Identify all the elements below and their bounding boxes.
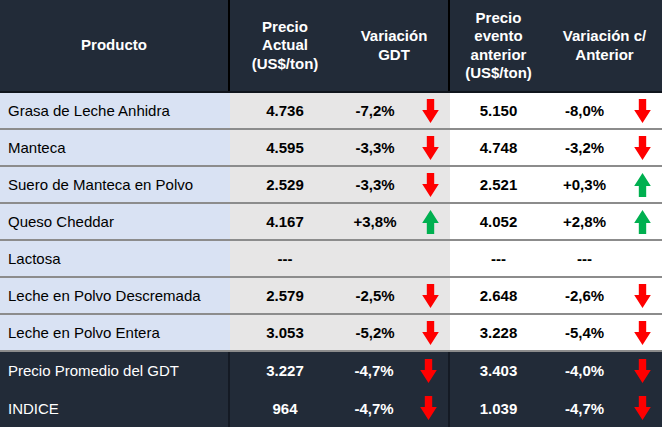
down-arrow-icon bbox=[622, 352, 662, 389]
summary-row-gdt-average: Precio Promedio del GDT 3.227 -4,7% 3.40… bbox=[0, 352, 662, 389]
product-name: Lactosa bbox=[0, 241, 230, 276]
previous-variation-value: -4,7% bbox=[547, 400, 622, 417]
previous-variation-value: --- bbox=[547, 250, 622, 267]
product-name: Queso Cheddar bbox=[0, 204, 230, 239]
product-name: Grasa de Leche Anhidra bbox=[0, 93, 230, 128]
previous-variation-value: +0,3% bbox=[547, 176, 622, 193]
trend-arrow-icon bbox=[410, 241, 450, 276]
previous-variation-value: +2,8% bbox=[547, 213, 622, 230]
previous-variation-value: -5,4% bbox=[547, 324, 622, 341]
previous-variation-value: -2,6% bbox=[547, 287, 622, 304]
down-arrow-icon bbox=[622, 389, 662, 427]
product-name: Suero de Manteca en Polvo bbox=[0, 167, 230, 202]
header-precio-actual: Precio Actual (US$/ton) bbox=[230, 0, 340, 91]
current-price-value: 4.595 bbox=[230, 130, 340, 165]
table-row: Suero de Manteca en Polvo 2.529 -3,3% 2.… bbox=[0, 167, 662, 204]
down-arrow-icon bbox=[410, 93, 450, 128]
current-price-value: 964 bbox=[230, 389, 340, 427]
gdt-variation-value: +3,8% bbox=[340, 213, 410, 230]
summary-row-index: INDICE 964 -4,7% 1.039 -4,7% bbox=[0, 389, 662, 427]
up-arrow-icon bbox=[622, 167, 662, 202]
table-row: Queso Cheddar 4.167 +3,8% 4.052 +2,8% bbox=[0, 204, 662, 241]
down-arrow-icon bbox=[622, 278, 662, 313]
gdt-variation-value: -2,5% bbox=[340, 287, 410, 304]
previous-price-value: 4.052 bbox=[450, 204, 547, 239]
previous-price-value: 1.039 bbox=[450, 389, 547, 427]
down-arrow-icon bbox=[410, 315, 450, 350]
table-row: Manteca 4.595 -3,3% 4.748 -3,2% bbox=[0, 130, 662, 167]
trend-arrow-icon bbox=[622, 241, 662, 276]
table-row: Leche en Polvo Entera 3.053 -5,2% 3.228 … bbox=[0, 315, 662, 352]
product-name: Leche en Polvo Descremada bbox=[0, 278, 230, 313]
table-row: Grasa de Leche Anhidra 4.736 -7,2% 5.150… bbox=[0, 93, 662, 130]
previous-price-value: 3.228 bbox=[450, 315, 547, 350]
gdt-variation-value: -4,7% bbox=[340, 362, 408, 379]
gdt-variation-value: -4,7% bbox=[340, 400, 408, 417]
previous-price-value: 4.748 bbox=[450, 130, 547, 165]
header-variacion-anterior: Variación c/ Anterior bbox=[547, 0, 662, 91]
current-price-value: 3.053 bbox=[230, 315, 340, 350]
current-price-value: 4.167 bbox=[230, 204, 340, 239]
product-name: Leche en Polvo Entera bbox=[0, 315, 230, 350]
down-arrow-icon bbox=[410, 278, 450, 313]
current-price-value: 2.579 bbox=[230, 278, 340, 313]
product-name: Manteca bbox=[0, 130, 230, 165]
gdt-variation-value: -7,2% bbox=[340, 102, 410, 119]
down-arrow-icon bbox=[622, 315, 662, 350]
table-row: Lactosa --- --- --- bbox=[0, 241, 662, 278]
current-price-value: 4.736 bbox=[230, 93, 340, 128]
previous-variation-value: -3,2% bbox=[547, 139, 622, 156]
current-price-value: 2.529 bbox=[230, 167, 340, 202]
gdt-price-table: Producto Precio Actual (US$/ton) Variaci… bbox=[0, 0, 662, 427]
summary-label: INDICE bbox=[0, 389, 230, 427]
gdt-variation-value: -3,3% bbox=[340, 139, 410, 156]
header-variacion-gdt: Variación GDT bbox=[340, 0, 450, 91]
table-row: Leche en Polvo Descremada 2.579 -2,5% 2.… bbox=[0, 278, 662, 315]
up-arrow-icon bbox=[410, 204, 450, 239]
current-price-value: --- bbox=[230, 241, 340, 276]
previous-variation-value: -4,0% bbox=[547, 362, 622, 379]
previous-price-value: 5.150 bbox=[450, 93, 547, 128]
down-arrow-icon bbox=[622, 130, 662, 165]
down-arrow-icon bbox=[410, 130, 450, 165]
down-arrow-icon bbox=[410, 167, 450, 202]
up-arrow-icon bbox=[622, 204, 662, 239]
previous-price-value: 2.648 bbox=[450, 278, 547, 313]
current-price-value: 3.227 bbox=[230, 352, 340, 389]
summary-label: Precio Promedio del GDT bbox=[0, 352, 230, 389]
header-producto: Producto bbox=[0, 0, 230, 91]
previous-price-value: --- bbox=[450, 241, 547, 276]
header-precio-evento-anterior: Precio evento anterior (US$/ton) bbox=[450, 0, 547, 91]
table-header: Producto Precio Actual (US$/ton) Variaci… bbox=[0, 0, 662, 93]
down-arrow-icon bbox=[408, 352, 448, 389]
gdt-variation-value: -5,2% bbox=[340, 324, 410, 341]
previous-price-value: 2.521 bbox=[450, 167, 547, 202]
previous-variation-value: -8,0% bbox=[547, 102, 622, 119]
gdt-variation-value: -3,3% bbox=[340, 176, 410, 193]
down-arrow-icon bbox=[622, 93, 662, 128]
down-arrow-icon bbox=[408, 389, 448, 427]
previous-price-value: 3.403 bbox=[450, 352, 547, 389]
